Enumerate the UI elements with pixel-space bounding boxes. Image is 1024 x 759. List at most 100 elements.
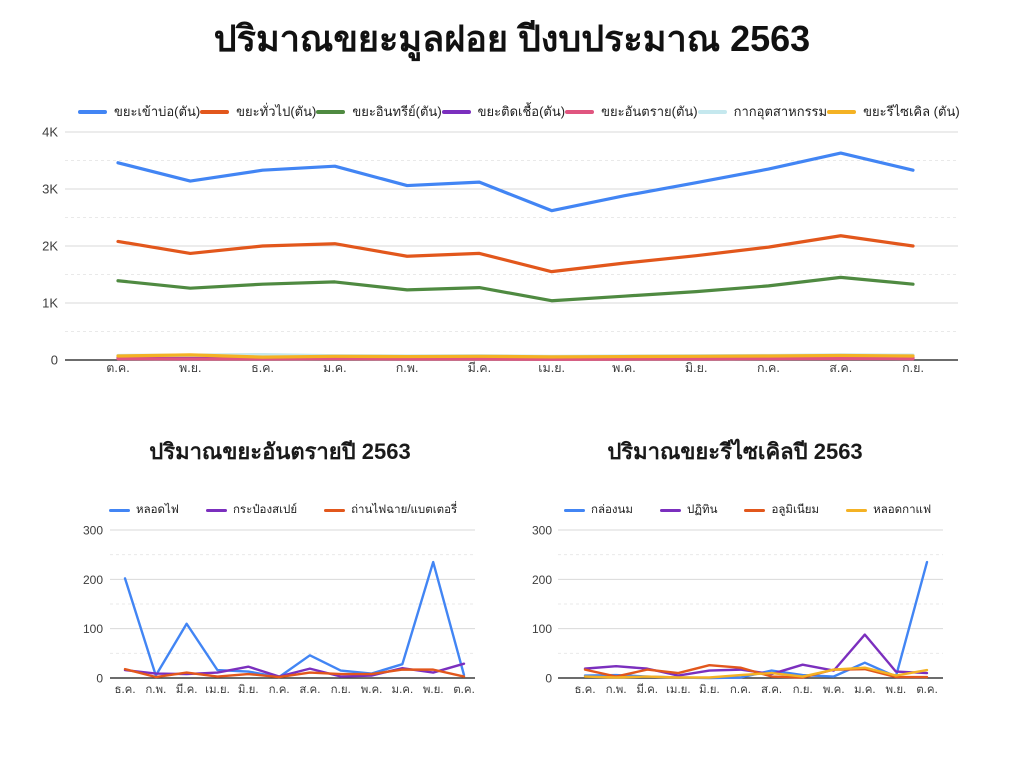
legend-swatch-icon: [316, 109, 346, 114]
x-tick-label: ต.ค.: [106, 361, 129, 375]
recycle-chart-plot[interactable]: 0 100 200 300 ธ.ค. ก.พ. มี.ค. เม.ย. มิ.ย. ก.ค. ส.ค…: [520, 517, 950, 707]
x-tick-label: เม.ย.: [538, 361, 565, 375]
series-line[interactable]: [116, 353, 915, 359]
series-line[interactable]: [116, 234, 915, 274]
x-tick-label: ส.ค.: [761, 684, 782, 696]
series-line[interactable]: [116, 151, 915, 213]
legend-swatch-icon: [441, 109, 471, 114]
legend-swatch-icon: [205, 508, 227, 512]
x-tick-label: ก.ค.: [757, 361, 780, 375]
page-title: ปริมาณขยะมูลฝอย ปีงบประมาณ 2563: [213, 18, 811, 59]
x-tick-label: มิ.ย.: [238, 683, 259, 696]
legend-item[interactable]: หลอดไฟ: [109, 501, 179, 519]
legend-label: กล่องนม: [591, 504, 633, 516]
hazard-chart-title: ปริมาณขยะอันตรายปี 2563: [149, 439, 411, 464]
x-tick-label: ม.ค.: [854, 684, 876, 696]
recycle-chart-title: ปริมาณขยะรีไซเคิลปี 2563: [607, 439, 863, 464]
series-line[interactable]: [583, 663, 929, 679]
legend-item[interactable]: กากอุตสาหกรรม: [697, 101, 828, 122]
legend-swatch-icon: [846, 508, 868, 512]
legend-item[interactable]: ขยะอันตราย(ตัน): [565, 101, 698, 122]
legend-swatch-icon: [564, 508, 585, 512]
x-tick-label: เม.ย.: [205, 684, 230, 696]
x-tick-label: ส.ค.: [829, 361, 852, 375]
legend-label: ขยะเข้าบ่อ(ตัน): [114, 104, 201, 119]
legend-swatch-icon: [744, 508, 766, 512]
legend-item[interactable]: ขยะทั่วไป(ตัน): [200, 101, 316, 122]
legend-swatch-icon: [697, 109, 727, 114]
legend-label: ปฏิทิน: [686, 504, 718, 516]
x-tick-label: เม.ย.: [666, 684, 691, 696]
x-tick-label: มี.ค.: [636, 683, 658, 696]
y-tick-label: 4K: [42, 125, 58, 140]
legend-item[interactable]: กล่องนม: [564, 501, 633, 519]
y-tick-label: 300: [83, 524, 103, 538]
x-tick-label: มิ.ย.: [685, 361, 708, 375]
x-tick-label: ม.ค.: [323, 361, 347, 375]
hazard-chart-plot[interactable]: 0 100 200 300 ธ.ค. ก.พ. มี.ค. เม.ย. มิ.ย. ก.ค. ส.ค…: [65, 517, 495, 707]
x-tick-label: ก.พ.: [145, 684, 166, 696]
x-tick-label: ก.พ.: [606, 684, 627, 696]
hazard-chart-legend: หลอดไฟ กระป๋องสเปย์ ถ่านไฟฉาย/แบตเตอรี่: [65, 501, 495, 519]
legend-swatch-icon: [78, 109, 107, 114]
legend-label: ขยะอินทรีย์(ตัน): [352, 104, 442, 119]
legend-label: กากอุตสาหกรรม: [733, 104, 828, 119]
legend-item[interactable]: ขยะติดเชื้อ(ตัน): [441, 101, 566, 122]
legend-label: ขยะติดเชื้อ(ตัน): [477, 104, 566, 119]
x-tick-label: ก.พ.: [396, 361, 419, 375]
legend-swatch-icon: [659, 508, 681, 512]
legend-label: ขยะทั่วไป(ตัน): [236, 104, 317, 119]
x-tick-label: พ.ย.: [423, 684, 444, 696]
x-tick-label: พ.ค.: [823, 684, 845, 696]
x-tick-label: ก.ย.: [793, 684, 813, 696]
series-line[interactable]: [116, 357, 915, 361]
y-tick-label: 200: [532, 573, 552, 587]
x-tick-label: ก.ค.: [730, 684, 751, 696]
x-tick-label: ม.ค.: [392, 684, 414, 696]
legend-swatch-icon: [109, 508, 130, 512]
legend-label: หลอดกาแฟ: [873, 504, 932, 516]
recycle-chart-legend: กล่องนม ปฏิทิน อลูมิเนียม หลอดกาแฟ: [520, 501, 950, 519]
y-tick-label: 100: [532, 622, 552, 636]
legend-item[interactable]: ปฏิทิน: [659, 501, 718, 519]
legend-item[interactable]: ขยะรีไซเคิล (ตัน): [827, 101, 960, 122]
main-chart-plot[interactable]: 0 1K 2K 3K 4K ต.ค. พ.ย. ธ.ค. ม.ค. ก.พ. มี.ค. เม.ย. พ…: [40, 125, 980, 375]
legend-label: หลอดไฟ: [136, 504, 179, 516]
legend-item[interactable]: ขยะเข้าบ่อ(ตัน): [78, 101, 200, 122]
x-tick-label: ก.ค.: [269, 684, 290, 696]
x-tick-label: ธ.ค.: [251, 361, 274, 375]
y-tick-label: 0: [545, 672, 552, 686]
legend-item[interactable]: กระป๋องสเปย์: [205, 501, 297, 519]
legend-swatch-icon: [200, 109, 230, 114]
x-tick-label: ต.ค.: [453, 684, 475, 696]
legend-label: ขยะรีไซเคิล (ตัน): [863, 104, 960, 119]
series-line[interactable]: [583, 666, 929, 679]
x-tick-label: มี.ค.: [176, 683, 198, 696]
series-line[interactable]: [123, 560, 466, 679]
y-tick-label: 0: [96, 672, 103, 686]
legend-item[interactable]: อลูมิเนียม: [744, 501, 819, 519]
legend-label: ขยะอันตราย(ตัน): [601, 104, 698, 119]
series-line[interactable]: [123, 667, 466, 679]
legend-label: อลูมิเนียม: [771, 504, 820, 516]
x-tick-label: ก.ย.: [902, 361, 924, 375]
series-line[interactable]: [116, 275, 915, 303]
x-tick-label: พ.ย.: [179, 361, 202, 375]
legend-item[interactable]: ถ่านไฟฉาย/แบตเตอรี่: [324, 501, 457, 519]
x-tick-label: พ.ค.: [361, 684, 383, 696]
main-chart-legend: ขยะเข้าบ่อ(ตัน) ขยะทั่วไป(ตัน) ขยะอินทรีย์…: [42, 101, 978, 122]
x-tick-label: มี.ค.: [468, 361, 492, 375]
x-tick-label: ต.ค.: [916, 684, 938, 696]
x-tick-label: พ.ย.: [886, 684, 907, 696]
legend-swatch-icon: [324, 508, 346, 512]
x-tick-label: ธ.ค.: [114, 684, 135, 696]
y-tick-label: 3K: [42, 182, 58, 197]
legend-swatch-icon: [565, 109, 595, 114]
legend-swatch-icon: [827, 109, 857, 114]
legend-item[interactable]: หลอดกาแฟ: [846, 501, 931, 519]
x-tick-label: มิ.ย.: [699, 683, 720, 696]
y-tick-label: 0: [51, 353, 58, 368]
y-tick-label: 1K: [42, 296, 58, 311]
x-tick-label: ก.ย.: [331, 684, 351, 696]
legend-item[interactable]: ขยะอินทรีย์(ตัน): [316, 101, 442, 122]
